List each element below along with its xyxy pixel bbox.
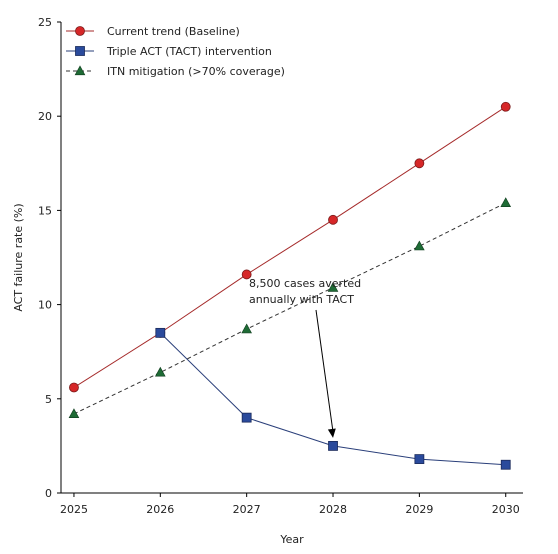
annotation-text-line-1: 8,500 cases averted bbox=[249, 277, 361, 290]
legend-label: Current trend (Baseline) bbox=[107, 25, 240, 38]
series-3 bbox=[68, 197, 512, 418]
x-tick-label: 2026 bbox=[146, 503, 174, 516]
data-point bbox=[328, 440, 338, 451]
x-tick-label: 2025 bbox=[60, 503, 88, 516]
data-point bbox=[414, 454, 425, 464]
legend-item-3: ITN mitigation (>70% coverage) bbox=[66, 65, 285, 78]
x-tick-label: 2030 bbox=[492, 503, 520, 516]
data-point bbox=[241, 323, 252, 334]
data-point bbox=[68, 408, 80, 418]
y-axis-title: ACT failure rate (%) bbox=[12, 203, 25, 311]
data-point bbox=[155, 327, 166, 338]
legend-label: ITN mitigation (>70% coverage) bbox=[107, 65, 285, 78]
series-line bbox=[73, 202, 506, 415]
y-tick-label: 5 bbox=[45, 393, 52, 406]
data-point bbox=[500, 197, 512, 207]
x-tick-label: 2027 bbox=[233, 503, 261, 516]
data-point bbox=[328, 214, 338, 225]
y-tick-label: 25 bbox=[38, 16, 52, 29]
series-2 bbox=[155, 327, 511, 470]
y-tick-label: 20 bbox=[38, 110, 52, 123]
series-line bbox=[73, 106, 507, 388]
data-point bbox=[500, 459, 511, 470]
data-point bbox=[155, 366, 166, 377]
y-tick-label: 10 bbox=[38, 299, 52, 312]
y-tick-label: 15 bbox=[38, 204, 52, 217]
data-point bbox=[414, 240, 425, 251]
legend-marker bbox=[75, 26, 85, 36]
legend-marker bbox=[75, 46, 85, 56]
data-point bbox=[500, 101, 511, 112]
series-layer bbox=[68, 101, 512, 470]
legend-marker bbox=[74, 65, 86, 76]
x-axis-title: Year bbox=[279, 533, 304, 546]
legend-label: Triple ACT (TACT) intervention bbox=[106, 45, 272, 58]
legend-item-1: Current trend (Baseline) bbox=[66, 25, 240, 38]
data-point bbox=[69, 382, 79, 393]
data-point bbox=[414, 158, 425, 169]
annotation-arrow-head bbox=[327, 428, 336, 438]
annotation-arrow-line bbox=[315, 309, 334, 432]
legend: Current trend (Baseline) Triple ACT (TACT… bbox=[66, 25, 285, 78]
x-tick-label: 2028 bbox=[319, 503, 347, 516]
x-tick-label: 2029 bbox=[405, 503, 433, 516]
data-point bbox=[241, 412, 252, 423]
y-tick-label: 0 bbox=[45, 487, 52, 500]
series-1 bbox=[69, 101, 511, 393]
annotation-layer: 8,500 cases averted annually with TACT bbox=[249, 277, 361, 438]
legend-item-2: Triple ACT (TACT) intervention bbox=[66, 45, 272, 58]
data-point bbox=[241, 269, 252, 280]
annotation-text-line-2: annually with TACT bbox=[249, 293, 354, 306]
data-point bbox=[327, 282, 339, 292]
